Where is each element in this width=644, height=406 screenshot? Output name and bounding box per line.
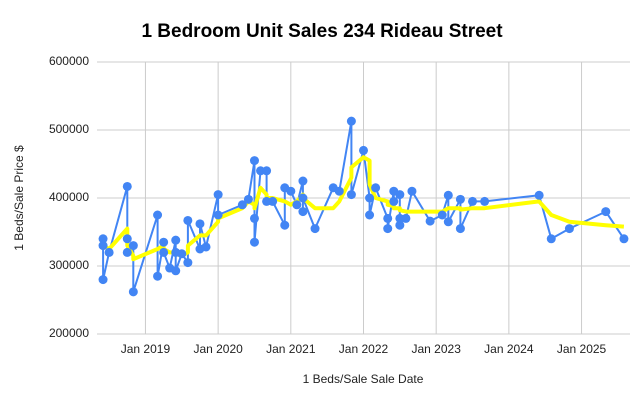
data-point: [280, 220, 290, 230]
data-point: [298, 207, 308, 217]
data-point: [153, 271, 163, 281]
data-point: [183, 215, 193, 225]
data-point: [480, 196, 490, 206]
x-axis-title: 1 Beds/Sale Sale Date: [303, 372, 424, 386]
y-tick-label: 400000: [49, 190, 89, 204]
data-point: [310, 224, 320, 234]
x-tick-label: Jan 2019: [121, 342, 171, 356]
data-point: [171, 266, 181, 276]
x-tick-label: Jan 2020: [193, 342, 243, 356]
data-point: [437, 210, 447, 220]
data-point: [346, 116, 356, 126]
y-tick-label: 600000: [49, 54, 89, 68]
data-point: [365, 210, 375, 220]
data-point: [262, 166, 272, 176]
data-point: [564, 224, 574, 234]
data-point: [443, 190, 453, 200]
data-point: [171, 235, 181, 245]
x-tick-label: Jan 2023: [411, 342, 461, 356]
x-tick-label: Jan 2022: [339, 342, 389, 356]
data-point: [128, 241, 138, 251]
data-point: [249, 213, 259, 223]
data-point: [455, 224, 465, 234]
data-point: [359, 145, 368, 155]
data-point: [237, 200, 247, 210]
data-point: [153, 210, 163, 220]
data-point: [619, 234, 629, 244]
data-point: [213, 210, 223, 220]
x-tick-label: Jan 2024: [484, 342, 534, 356]
x-tick-label: Jan 2025: [557, 342, 607, 356]
data-point: [383, 213, 393, 223]
data-point: [249, 237, 259, 247]
data-point: [534, 190, 544, 200]
data-point: [213, 190, 223, 200]
data-point: [183, 258, 193, 268]
data-point: [346, 190, 356, 200]
data-point: [455, 194, 465, 204]
data-point: [395, 220, 405, 230]
data-point: [334, 186, 344, 196]
data-point: [98, 234, 108, 244]
data-point: [401, 213, 411, 223]
data-point: [425, 216, 435, 226]
data-point: [407, 186, 417, 196]
data-point: [98, 241, 108, 251]
data-point: [249, 156, 259, 166]
data-point: [298, 176, 308, 186]
data-point: [122, 234, 132, 244]
y-axis-title: 1 Beds/Sale Price $: [12, 145, 26, 251]
data-point: [122, 181, 132, 191]
data-point: [468, 196, 478, 206]
data-point: [292, 200, 302, 210]
data-point: [122, 247, 132, 257]
y-tick-label: 500000: [49, 122, 89, 136]
x-tick-label: Jan 2021: [266, 342, 316, 356]
data-point: [243, 194, 253, 204]
data-point: [601, 207, 611, 217]
data-point: [128, 287, 138, 297]
y-tick-label: 200000: [49, 326, 89, 340]
data-point: [201, 242, 211, 252]
y-tick-label: 300000: [49, 258, 89, 272]
data-point: [546, 234, 556, 244]
data-point: [286, 186, 296, 196]
data-point: [365, 193, 375, 203]
data-point: [395, 190, 405, 200]
data-point: [389, 196, 399, 206]
chart-title: 1 Bedroom Unit Sales 234 Rideau Street: [141, 21, 503, 42]
data-point: [159, 237, 169, 247]
data-point: [177, 249, 187, 259]
data-point: [443, 217, 453, 227]
data-point: [195, 219, 205, 229]
data-point: [383, 224, 393, 234]
data-point: [98, 275, 108, 285]
data-point: [159, 247, 169, 257]
data-point: [371, 183, 381, 193]
data-point: [298, 193, 308, 203]
data-point: [268, 196, 278, 206]
data-point: [104, 247, 114, 257]
